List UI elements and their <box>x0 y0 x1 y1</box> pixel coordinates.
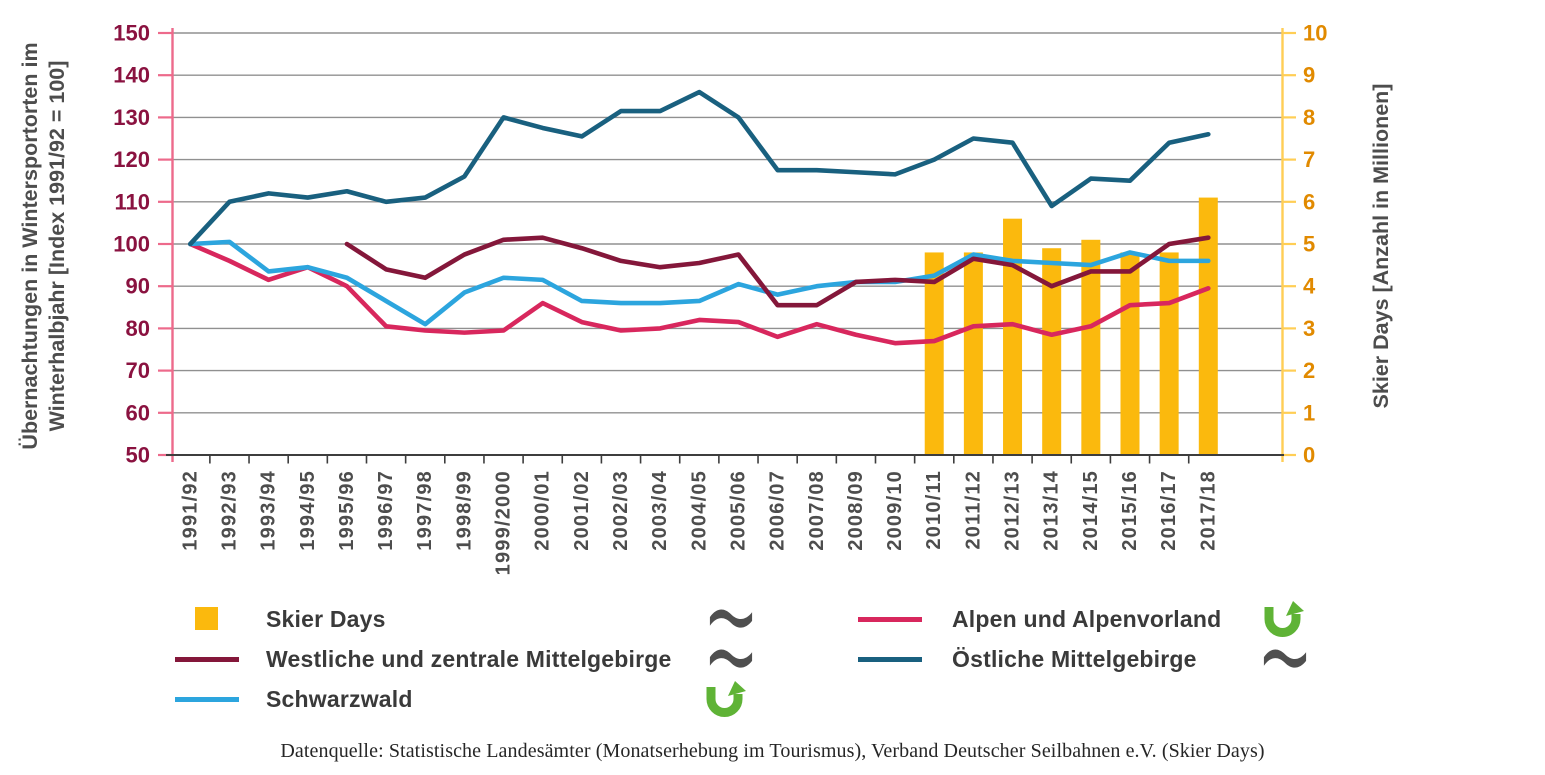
x-axis-tick-label: 2006/07 <box>767 470 789 551</box>
right-y-axis: 0 1 2 3 4 5 6 7 8 9 10 <box>1281 21 1327 468</box>
alpen-swatch <box>858 617 922 622</box>
left-y-axis: 50 60 70 80 90 100 110 120 130 140 150 <box>113 21 174 468</box>
x-axis-tick-label: 2012/13 <box>1002 470 1024 551</box>
bar-2012/13 <box>1003 218 1023 455</box>
x-axis-tick-label: 1999/2000 <box>493 470 515 575</box>
left-axis-tick-label: 140 <box>113 63 150 88</box>
legend-label: Alpen und Alpenvorland <box>952 605 1222 632</box>
right-axis-tick-label: 10 <box>1303 21 1327 46</box>
right-axis-tick-label: 5 <box>1303 232 1315 257</box>
bar-2013/14 <box>1042 248 1062 455</box>
flag-icon <box>708 605 754 638</box>
legend-item-alpen-alpenvorland: Alpen und Alpenvorland <box>855 604 1415 634</box>
x-axis-tick-label: 2014/15 <box>1080 470 1102 551</box>
left-axis-tick-label: 70 <box>126 358 150 383</box>
series-line-schwarzwald <box>188 239 1211 327</box>
x-axis-tick-label: 2009/10 <box>884 470 906 551</box>
left-axis-tick-label: 110 <box>115 189 151 214</box>
x-axis-tick-label: 2017/18 <box>1197 470 1219 551</box>
x-axis-tick-label: 2002/03 <box>610 470 632 551</box>
flag-icon <box>1262 645 1308 678</box>
left-axis-tick-label: 80 <box>126 316 150 341</box>
x-axis-tick-label: 1996/97 <box>375 470 397 551</box>
x-axis-tick-label: 1997/98 <box>414 470 436 551</box>
series-line-westliche-und-zentrale-mittelgebirge <box>344 235 1211 308</box>
x-axis-tick-label: 2013/14 <box>1041 470 1063 551</box>
left-axis-title-line2: Winterhalbjahr [Index 1991/92 = 100] <box>45 61 69 432</box>
legend-label: Skier Days <box>266 605 386 632</box>
left-axis-tick-label: 130 <box>113 105 150 130</box>
upturn-arrow-icon <box>1262 600 1304 643</box>
right-axis-tick-label: 9 <box>1303 63 1315 88</box>
legend-item-oestliche-mittelgebirge: Östliche Mittelgebirge <box>855 644 1415 674</box>
left-axis-tick-label: 50 <box>126 443 150 468</box>
x-axis-tick-label: 2008/09 <box>845 470 867 551</box>
bar-2010/11 <box>924 252 944 455</box>
x-axis-tick-label: 2001/02 <box>571 470 593 551</box>
left-axis-tick-label: 100 <box>113 232 150 257</box>
right-axis-tick-label: 1 <box>1303 400 1315 425</box>
x-axis-tick-label: 2016/17 <box>1158 470 1180 551</box>
bar-2015/16 <box>1120 252 1140 455</box>
x-axis-tick-label: 1992/93 <box>218 470 240 551</box>
oestliche-swatch <box>858 657 922 662</box>
x-axis-tick-label: 1991/92 <box>179 470 201 551</box>
x-axis-tick-label: 1993/94 <box>258 470 280 551</box>
right-axis-title: Skier Days [Anzahl in Millionen] <box>1369 84 1393 409</box>
legend-label: Östliche Mittelgebirge <box>952 645 1197 672</box>
skier-days-swatch <box>195 607 218 630</box>
series-line-östliche-mittelgebirge <box>188 89 1211 247</box>
right-axis-tick-label: 7 <box>1303 147 1315 172</box>
x-axis-tick-label: 1994/95 <box>297 470 319 551</box>
x-axis-labels: 1991/92 1992/93 1993/94 1994/95 1995/96 1996/… <box>179 470 1219 575</box>
left-axis-tick-label: 90 <box>126 274 150 299</box>
x-axis-tick-label: 2010/11 <box>923 470 945 550</box>
legend-item-westliche-mittelgebirge: Westliche und zentrale Mittelgebirge <box>172 644 772 674</box>
x-axis-tick-label: 2011/12 <box>962 470 984 550</box>
right-axis-tick-label: 2 <box>1303 358 1315 383</box>
bar-2014/15 <box>1081 239 1101 455</box>
flag-icon <box>708 645 754 678</box>
bars-skier-days <box>924 197 1218 455</box>
series-line-alpen-und-alpenvorland <box>188 241 1211 346</box>
x-axis-tick-label: 2000/01 <box>532 470 554 551</box>
x-axis-tick-label: 2003/04 <box>649 470 671 551</box>
x-axis-tick-label: 2004/05 <box>688 470 710 551</box>
gridlines <box>172 32 1283 414</box>
right-axis-tick-label: 0 <box>1303 443 1315 468</box>
x-axis <box>166 454 1284 464</box>
right-axis-tick-label: 4 <box>1303 274 1316 299</box>
left-axis-tick-label: 120 <box>113 147 150 172</box>
right-axis-tick-label: 8 <box>1303 105 1315 130</box>
legend-label: Westliche und zentrale Mittelgebirge <box>266 645 672 672</box>
x-axis-tick-label: 2005/06 <box>727 470 749 551</box>
left-axis-title-line1: Übernachtungen in Wintersportorten im <box>17 42 42 449</box>
right-axis-tick-label: 3 <box>1303 316 1315 341</box>
data-source-note: Datenquelle: Statistische Landesämter (M… <box>280 740 1265 762</box>
x-axis-tick-label: 1998/99 <box>453 470 475 551</box>
combo-chart: 50 60 70 80 90 100 110 120 130 140 150 0 1 2 3 4 5 6 7 8 9 10… <box>17 21 1393 576</box>
bar-2011/12 <box>963 252 983 455</box>
left-axis-tick-label: 150 <box>113 21 150 46</box>
x-axis-tick-label: 2015/16 <box>1119 470 1141 551</box>
left-axis-tick-label: 60 <box>126 400 150 425</box>
x-axis-tick-label: 2007/08 <box>806 470 828 551</box>
legend-item-schwarzwald: Schwarzwald <box>172 684 772 714</box>
legend-label: Schwarzwald <box>266 685 413 712</box>
upturn-arrow-icon <box>704 680 746 723</box>
schwarzwald-swatch <box>175 697 239 702</box>
westliche-swatch <box>175 657 239 662</box>
right-axis-tick-label: 6 <box>1303 189 1315 214</box>
bar-2016/17 <box>1159 252 1179 455</box>
x-axis-tick-label: 1995/96 <box>336 470 358 551</box>
legend-item-skier-days: Skier Days <box>172 604 772 634</box>
